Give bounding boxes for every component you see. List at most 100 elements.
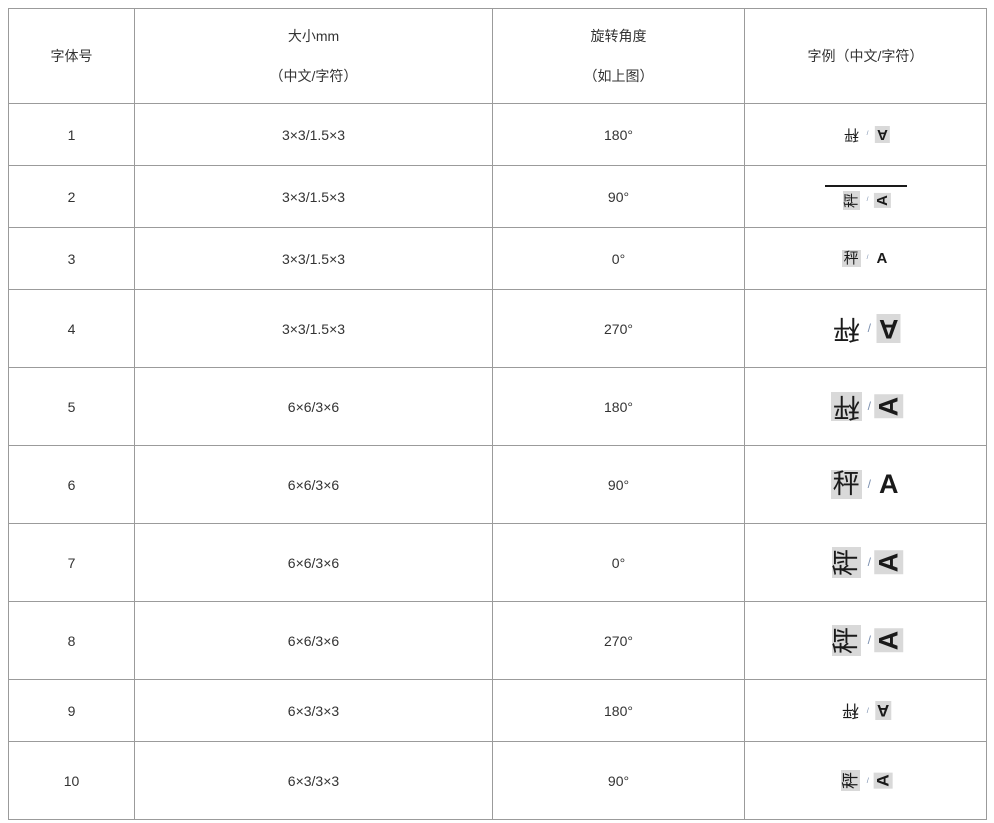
font-spec-table: 字体号 大小mm （中文/字符） 旋转角度 （如上图） 字例（中文/字符） 1 …: [8, 8, 987, 820]
example-group: 秤 / A: [841, 250, 890, 267]
example-chinese-char: 秤: [830, 469, 862, 499]
column-header: 字例（中文/字符）: [744, 8, 987, 104]
example-slash: /: [867, 321, 871, 336]
example-latin-char: A: [876, 314, 901, 344]
rotation-cell: 0°: [492, 227, 745, 290]
size-cell: 6×6/3×6: [134, 445, 493, 524]
table-row: 4 3×3/1.5×3 270° 秤 / A: [8, 289, 987, 368]
example-latin-char: A: [873, 628, 904, 653]
example-chinese-char: 秤: [830, 547, 861, 578]
example-group: 秤 / A: [830, 469, 901, 499]
example-group: 秤 / A: [831, 314, 901, 344]
example-group: 秤 / A: [830, 392, 904, 422]
rotation-cell: 180°: [492, 367, 745, 446]
example-slash: /: [867, 555, 871, 570]
column-header: 字体号: [8, 8, 135, 104]
table-row: 6 6×6/3×6 90° 秤 / A: [8, 445, 987, 524]
font-number-cell: 6: [8, 445, 135, 524]
size-cell: 3×3/1.5×3: [134, 227, 493, 290]
font-number-cell: 2: [8, 165, 135, 228]
table-body: 1 3×3/1.5×3 180° 秤 / A 2 3×3/1.5×3 90° 秤…: [8, 103, 987, 820]
example-latin-char: A: [873, 550, 904, 575]
example-group: 秤 / A: [830, 547, 904, 578]
size-cell: 6×3/3×3: [134, 741, 493, 820]
column-header-line2: （中文/字符）: [269, 68, 358, 84]
example-cell: 秤 / A: [744, 289, 987, 368]
column-header: 大小mm （中文/字符）: [134, 8, 493, 104]
example-slash: /: [866, 130, 869, 138]
rotation-cell: 0°: [492, 523, 745, 602]
example-chinese-char: 秤: [841, 701, 859, 720]
size-cell: 6×3/3×3: [134, 679, 493, 742]
font-number-cell: 3: [8, 227, 135, 290]
table-row: 7 6×6/3×6 0° 秤 / A: [8, 523, 987, 602]
header-row: 字体号 大小mm （中文/字符） 旋转角度 （如上图） 字例（中文/字符）: [8, 8, 987, 104]
example-chinese-char: 秤: [842, 190, 860, 210]
table-row: 3 3×3/1.5×3 0° 秤 / A: [8, 227, 987, 290]
font-number-cell: 7: [8, 523, 135, 602]
example-cell: 秤 / A: [744, 367, 987, 446]
size-cell: 3×3/1.5×3: [134, 165, 493, 228]
example-latin-char: A: [873, 772, 893, 789]
example-slash: /: [867, 399, 871, 414]
font-number-cell: 8: [8, 601, 135, 680]
rotation-cell: 270°: [492, 601, 745, 680]
example-slash: /: [866, 775, 869, 785]
example-latin-char: A: [873, 192, 891, 208]
column-header-line1: 字例（中文/字符）: [807, 48, 924, 64]
example-group: 秤 / A: [840, 770, 893, 791]
column-header-line2: （如上图）: [583, 68, 654, 84]
example-chinese-char: 秤: [832, 314, 860, 344]
table-row: 8 6×6/3×6 270° 秤 / A: [8, 601, 987, 680]
example-group: 秤 / A: [830, 625, 904, 656]
table-row: 10 6×3/3×3 90° 秤 / A: [8, 741, 987, 820]
example-chinese-char: 秤: [830, 625, 861, 656]
example-chinese-char: 秤: [841, 250, 861, 267]
example-slash: /: [867, 633, 871, 648]
example-latin-char: A: [878, 469, 899, 499]
example-overline: [824, 184, 907, 187]
example-cell: 秤 / A: [744, 445, 987, 524]
table-row: 9 6×3/3×3 180° 秤 / A: [8, 679, 987, 742]
size-cell: 3×3/1.5×3: [134, 289, 493, 368]
example-cell: 秤 / A: [744, 523, 987, 602]
column-header-line1: 旋转角度: [590, 28, 647, 44]
font-number-cell: 4: [8, 289, 135, 368]
example-slash: /: [866, 254, 869, 262]
table-row: 1 3×3/1.5×3 180° 秤 / A: [8, 103, 987, 166]
example-latin-char: A: [873, 394, 904, 419]
table-row: 5 6×6/3×6 180° 秤 / A: [8, 367, 987, 446]
font-number-cell: 5: [8, 367, 135, 446]
example-group: 秤 / A: [842, 190, 891, 210]
example-cell: 秤 / A: [744, 103, 987, 166]
example-chinese-char: 秤: [830, 392, 862, 422]
example-slash: /: [867, 477, 871, 492]
example-group: 秤 / A: [842, 126, 890, 143]
font-number-cell: 10: [8, 741, 135, 820]
rotation-cell: 180°: [492, 679, 745, 742]
rotation-cell: 270°: [492, 289, 745, 368]
example-cell: 秤 / A: [744, 741, 987, 820]
size-cell: 3×3/1.5×3: [134, 103, 493, 166]
example-cell: 秤 / A: [744, 679, 987, 742]
rotation-cell: 90°: [492, 741, 745, 820]
font-number-cell: 9: [8, 679, 135, 742]
example-cell: 秤 / A: [744, 601, 987, 680]
example-group: 秤 / A: [840, 701, 892, 720]
example-latin-char: A: [876, 250, 888, 267]
size-cell: 6×6/3×6: [134, 601, 493, 680]
example-slash: /: [866, 195, 869, 203]
size-cell: 6×6/3×6: [134, 523, 493, 602]
example-latin-char: A: [874, 126, 890, 143]
table-row: 2 3×3/1.5×3 90° 秤 / A: [8, 165, 987, 228]
column-header: 旋转角度 （如上图）: [492, 8, 745, 104]
font-number-cell: 1: [8, 103, 135, 166]
example-latin-char: A: [874, 701, 892, 720]
example-slash: /: [866, 705, 869, 715]
example-cell: 秤 / A: [744, 227, 987, 290]
column-header-line1: 字体号: [50, 48, 93, 64]
size-cell: 6×6/3×6: [134, 367, 493, 446]
example-cell: 秤 / A: [744, 165, 987, 228]
rotation-cell: 90°: [492, 445, 745, 524]
